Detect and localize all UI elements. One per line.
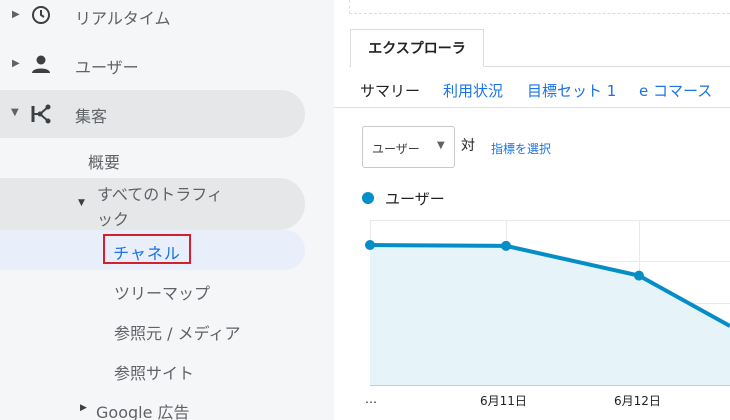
sidebar-item-source-medium[interactable]: 参照元 / メディア [114,324,241,343]
subtab-usage[interactable]: 利用状況 [443,82,504,100]
sidebar-item-label: チャネル [113,244,181,263]
sidebar-item-label: ユーザー [75,58,139,77]
acquisition-highlight [0,90,305,138]
vs-label: 対 [461,138,475,154]
top-dashed-border [349,0,730,14]
x-tick-label: 6月12日 [614,394,661,408]
line-chart [365,220,730,386]
tab-divider [349,66,730,67]
legend-label: ユーザー [385,190,445,208]
caret-right-icon: ▶ [12,9,20,20]
data-point[interactable] [365,240,375,250]
data-point[interactable] [634,270,644,281]
metric-select[interactable]: ユーザー ▼ [362,126,455,168]
chevron-down-icon: ▼ [437,140,445,151]
clock-icon [31,5,51,29]
sidebar-item-treemap[interactable]: ツリーマップ [114,284,211,303]
sidebar-item-overview[interactable]: 概要 [88,153,121,172]
sidebar-item-label: Google 広告 [96,403,190,420]
caret-right-icon: ▶ [80,403,87,413]
sidebar-item-channels[interactable]: チャネル [103,234,191,264]
legend-dot [362,192,374,204]
caret-down-icon: ▼ [11,107,19,118]
subtab-divider [334,107,730,108]
sidebar-item-label: ック [97,210,130,229]
caret-right-icon: ▶ [12,58,20,69]
sidebar-item-users[interactable]: ▶ ユーザー [0,48,305,82]
person-icon [31,54,51,78]
subtab-ecommerce[interactable]: e コマース [639,82,713,100]
metric-select-value: ユーザー [372,142,420,156]
series-area [370,245,730,385]
sidebar-item-referrals[interactable]: 参照サイト [114,364,195,383]
acquisition-icon [30,103,52,129]
x-tick-label: 6月11日 [480,394,527,408]
subtab-summary[interactable]: サマリー [360,82,421,100]
x-tick-label: … [365,392,377,406]
all-traffic-highlight [0,178,305,230]
subtab-goal-set-1[interactable]: 目標セット 1 [527,82,617,100]
data-point[interactable] [501,240,511,251]
select-metric-link[interactable]: 指標を選択 [491,142,552,156]
sidebar-item-label: すべてのトラフィ [97,185,223,204]
tab-explorer[interactable]: エクスプローラ [350,29,484,67]
sidebar-item-label: 集客 [75,107,108,126]
caret-down-icon: ▼ [78,198,85,208]
sidebar-item-acquisition[interactable]: ▼ 集客 [0,97,305,131]
sidebar-item-label: リアルタイム [75,9,171,28]
sidebar-item-realtime[interactable]: ▶ リアルタイム [0,0,305,34]
series-line [369,243,730,328]
